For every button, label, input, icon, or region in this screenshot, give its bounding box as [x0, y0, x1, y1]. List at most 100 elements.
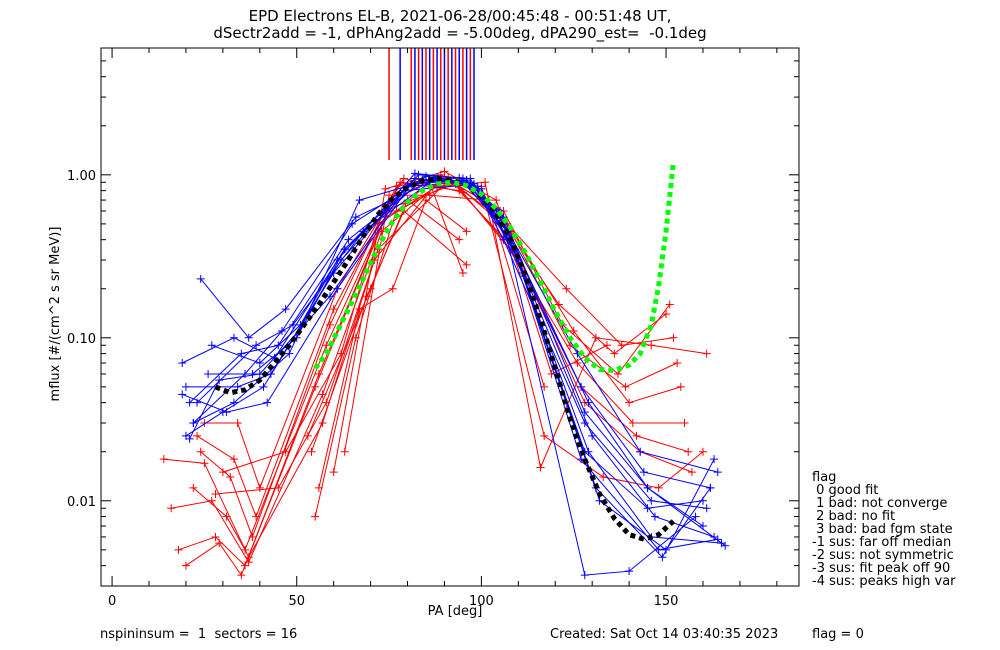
data-point [662, 545, 671, 554]
flag-legend-item: -2 sus: not symmetric [812, 548, 954, 563]
data-point [710, 455, 719, 464]
data-point [244, 333, 253, 342]
series-line [185, 181, 722, 544]
chart-title-line1: EPD Electrons EL-B, 2021-06-28/00:45:48 … [248, 7, 672, 25]
data-point [691, 512, 700, 521]
data-point [647, 341, 656, 350]
series-line [178, 181, 674, 567]
plot-frame [100, 47, 800, 587]
data-point [713, 468, 722, 477]
data-point [399, 174, 408, 183]
y-axis-label: mflux [#/(cm^2 s sr MeV)] [48, 226, 63, 402]
y-tick-label: 0.10 [67, 332, 96, 347]
data-point [340, 447, 349, 456]
data-point [255, 483, 264, 492]
series-line [311, 210, 467, 452]
fit-curve-green [313, 161, 676, 374]
data-point [189, 419, 198, 428]
data-point [218, 468, 227, 477]
data-point [159, 455, 168, 464]
data-point [229, 455, 238, 464]
series-line [185, 174, 707, 509]
data-point [259, 382, 268, 391]
data-curves [159, 48, 730, 580]
data-point [193, 398, 202, 407]
data-point [314, 483, 323, 492]
data-point [621, 382, 630, 391]
data-point [602, 341, 611, 350]
data-point [181, 382, 190, 391]
data-point [599, 472, 608, 481]
data-point [226, 472, 235, 481]
data-point [200, 459, 209, 468]
axis-ticks [101, 47, 799, 587]
data-point [355, 196, 364, 205]
flag-legend-item: -3 sus: fit peak off 90 [812, 561, 951, 576]
data-point [698, 496, 707, 505]
data-point [687, 468, 696, 477]
data-point [178, 390, 187, 399]
data-point [215, 376, 224, 385]
data-point [351, 213, 360, 222]
series-line [196, 181, 689, 519]
data-point [639, 468, 648, 477]
data-point [680, 419, 689, 428]
data-point [311, 512, 320, 521]
data-point [241, 545, 250, 554]
data-point [632, 431, 641, 440]
data-point [248, 369, 257, 378]
data-point [702, 504, 711, 513]
data-point [673, 359, 682, 368]
flag-legend-item: 3 bad: bad fgm state [812, 522, 953, 537]
series-line [333, 170, 608, 473]
data-point [337, 349, 346, 358]
chart-title-line2: dSectr2add = -1, dPhAng2add = -5.00deg, … [213, 24, 707, 42]
data-point [233, 382, 242, 391]
data-point [481, 178, 490, 187]
data-point [181, 561, 190, 570]
axis-tick-labels: 0 50 100 150 0.01 0.10 1.00 [67, 169, 678, 609]
data-point [255, 359, 264, 368]
data-point [643, 504, 652, 513]
series-line [189, 184, 718, 551]
data-point [584, 398, 593, 407]
data-point [348, 219, 357, 228]
data-point [577, 455, 586, 464]
data-point [591, 333, 600, 342]
data-point [285, 349, 294, 358]
y-tick-label: 0.01 [67, 495, 96, 510]
data-point [200, 419, 209, 428]
data-point [540, 431, 549, 440]
data-point [647, 496, 656, 505]
series-line [204, 177, 693, 490]
flag-legend-item: -4 sus: peaks high var [812, 574, 956, 589]
data-point [421, 172, 430, 181]
data-point [610, 349, 619, 358]
data-point [189, 483, 198, 492]
data-point [388, 284, 397, 293]
data-point [204, 369, 213, 378]
data-point [458, 268, 467, 277]
data-point [329, 468, 338, 477]
x-tick-label: 50 [288, 594, 305, 609]
data-point [196, 274, 205, 283]
data-point [462, 227, 471, 236]
data-point [185, 398, 194, 407]
data-point [381, 184, 390, 193]
data-point [698, 447, 707, 456]
data-point [252, 512, 261, 521]
footer-created: Created: Sat Oct 14 03:40:35 2023 [550, 627, 779, 642]
data-point [425, 191, 434, 200]
data-point [536, 463, 545, 472]
data-point [455, 235, 464, 244]
data-point [311, 382, 320, 391]
flag-legend-title: flag [812, 470, 837, 485]
data-point [458, 188, 467, 197]
data-point [580, 419, 589, 428]
data-point [684, 447, 693, 456]
data-point [289, 320, 298, 329]
data-point [717, 539, 726, 548]
x-tick-label: 0 [108, 594, 116, 609]
data-point [462, 260, 471, 269]
data-point [167, 504, 176, 513]
